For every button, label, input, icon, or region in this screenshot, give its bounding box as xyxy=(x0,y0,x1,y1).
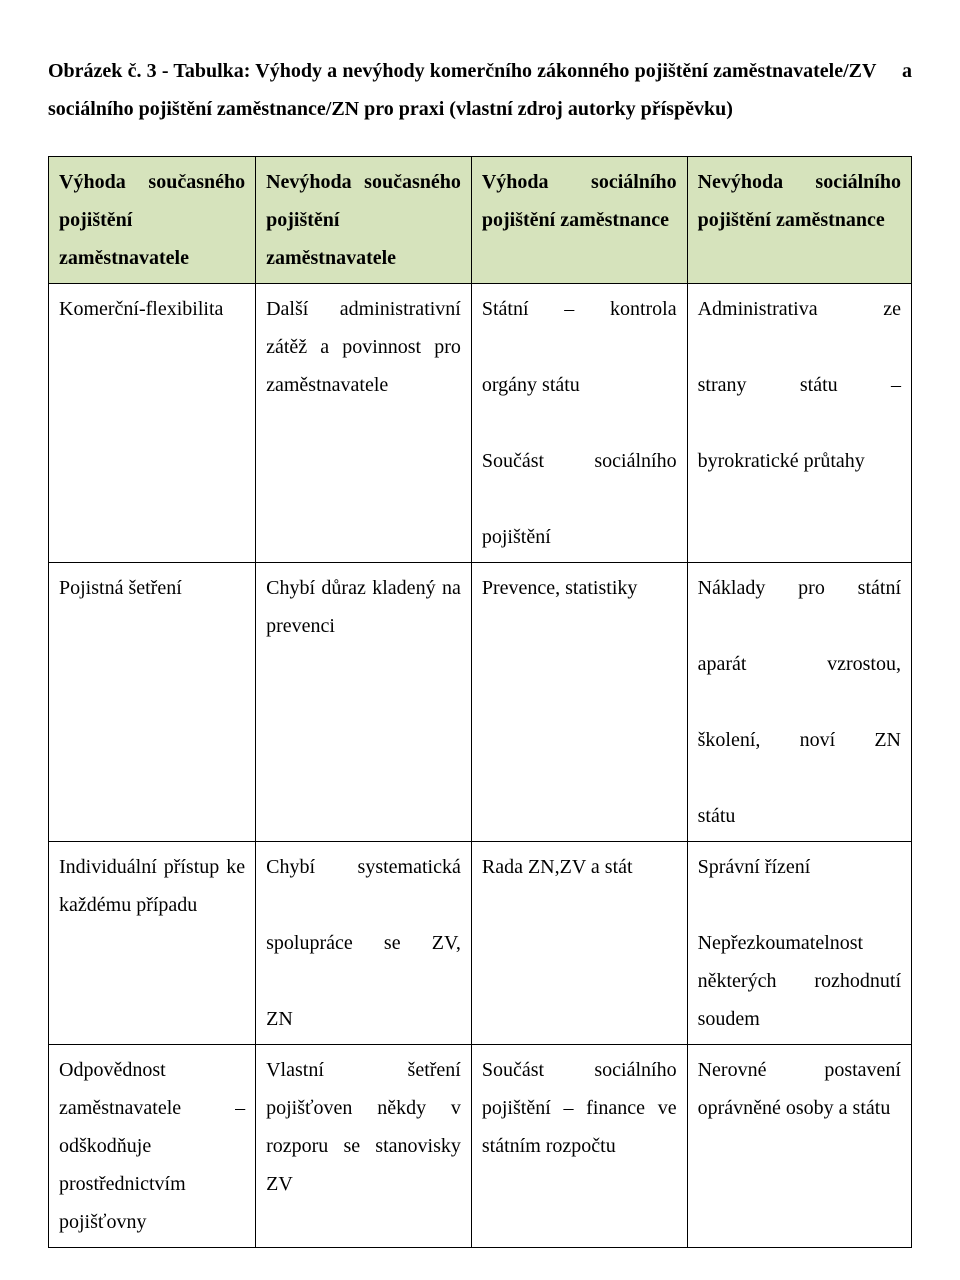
cell-r3c3: Rada ZN,ZV a stát xyxy=(471,842,687,1045)
cell-r1c2: Další administrativní zátěž a povinnost … xyxy=(256,284,472,563)
text-line: Nepřezkoumatelnost některých rozhodnutí … xyxy=(698,932,901,1030)
text-line: Náklady pro státní xyxy=(698,569,901,645)
table-row: Pojistná šetření Chybí důraz kladený na … xyxy=(49,563,912,842)
text-line: pojištění xyxy=(482,526,551,548)
header-col2: Nevýhoda současného pojištění zaměstnava… xyxy=(256,157,472,284)
cell-r1c1: Komerční-flexibilita xyxy=(49,284,256,563)
cell-r3c2: Chybí systematická spolupráce se ZV, ZN xyxy=(256,842,472,1045)
header-col1: Výhoda současného pojištění zaměstnavate… xyxy=(49,157,256,284)
text-line: spolupráce se ZV, xyxy=(266,924,461,1000)
cell-r2c2: Chybí důraz kladený na prevenci xyxy=(256,563,472,842)
header-col3: Výhoda sociálního pojištění zaměstnance xyxy=(471,157,687,284)
text-line: byrokratické průtahy xyxy=(698,450,865,472)
text-line: Chybí systematická xyxy=(266,848,461,924)
caption-part-a: Obrázek č. 3 - Tabulka: Výhody a nevýhod… xyxy=(48,60,876,82)
cell-r4c1: Odpovědnost zaměstnavatele – odškodňuje … xyxy=(49,1045,256,1248)
text-line: strany státu – xyxy=(698,366,901,442)
cell-r4c3: Součást sociálního pojištění – finance v… xyxy=(471,1045,687,1248)
text-line: Státní – kontrola xyxy=(482,290,677,366)
cell-r2c4: Náklady pro státní aparát vzrostou, škol… xyxy=(687,563,911,842)
cell-r1c4: Administrativa ze strany státu – byrokra… xyxy=(687,284,911,563)
text-line: aparát vzrostou, xyxy=(698,645,901,721)
table-row: Individuální přístup ke každému případu … xyxy=(49,842,912,1045)
text-line: Správní řízení xyxy=(698,856,811,878)
cell-r3c1: Individuální přístup ke každému případu xyxy=(49,842,256,1045)
cell-r3c4: Správní řízení Nepřezkoumatelnost někter… xyxy=(687,842,911,1045)
table-row: Komerční-flexibilita Další administrativ… xyxy=(49,284,912,563)
header-col4: Nevýhoda sociálního pojištění zaměstnanc… xyxy=(687,157,911,284)
cell-r2c1: Pojistná šetření xyxy=(49,563,256,842)
text-line: ZN xyxy=(266,1008,293,1030)
text-line: státu xyxy=(698,805,736,827)
cell-r4c2: Vlastní šetření pojišťoven někdy v rozpo… xyxy=(256,1045,472,1248)
table-row: Odpovědnost zaměstnavatele – odškodňuje … xyxy=(49,1045,912,1248)
table-header-row: Výhoda současného pojištění zaměstnavate… xyxy=(49,157,912,284)
text-line: orgány státu xyxy=(482,374,580,396)
text-line: Administrativa ze xyxy=(698,290,901,366)
comparison-table: Výhoda současného pojištění zaměstnavate… xyxy=(48,156,912,1248)
cell-r4c4: Nerovné postavení oprávněné osoby a stát… xyxy=(687,1045,911,1248)
text-line: Součást sociálního xyxy=(482,442,677,518)
figure-caption: Obrázek č. 3 - Tabulka: Výhody a nevýhod… xyxy=(48,52,912,128)
text-line: školení, noví ZN xyxy=(698,721,901,797)
cell-r2c3: Prevence, statistiky xyxy=(471,563,687,842)
cell-r1c3: Státní – kontrola orgány státu Součást s… xyxy=(471,284,687,563)
